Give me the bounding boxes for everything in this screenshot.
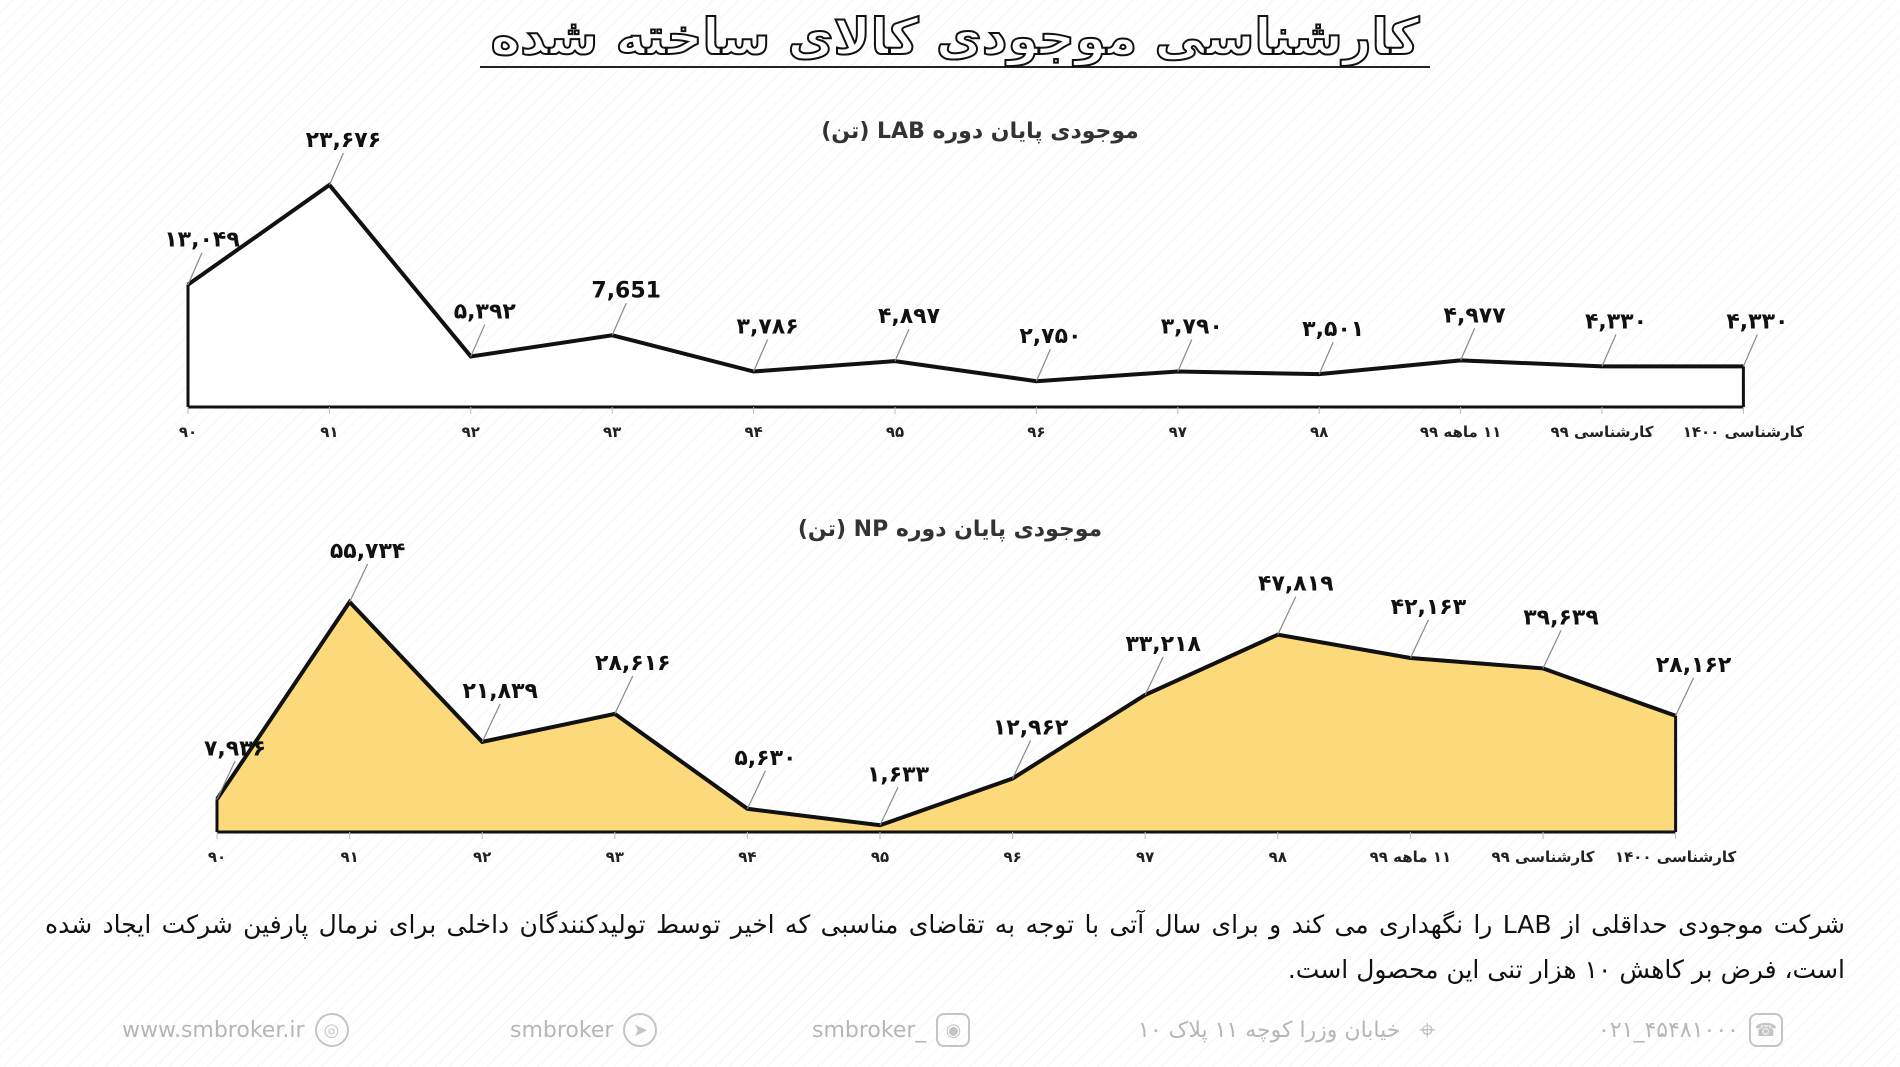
instagram-icon: ◉ <box>936 1013 971 1047</box>
footer-telegram-text: smbroker <box>510 1017 614 1043</box>
x-tick-label: کارشناسی ۹۹ <box>1551 423 1654 441</box>
leader-line <box>1742 334 1758 367</box>
leader-line <box>894 328 910 362</box>
x-tick-label: ۹۸ <box>1310 423 1328 441</box>
x-tick-label: ۹۱ <box>340 848 358 866</box>
x-tick-label: ۹۱ <box>320 423 338 441</box>
footer-website-text: www.smbroker.ir <box>122 1017 305 1043</box>
leader-line <box>746 770 766 810</box>
x-tick-label: ۹۲ <box>473 848 491 866</box>
data-label: ۴۲,۱۶۳ <box>1391 595 1467 620</box>
data-label: ۵,۶۳۰ <box>734 746 796 771</box>
x-tick-label: ۹۸ <box>1269 848 1287 866</box>
x-tick-label: ۹۴ <box>744 423 762 441</box>
footer-telegram[interactable]: smbroker ➤ <box>510 1013 658 1047</box>
lab-inventory-chart: موجودی پایان دوره LAB (تن) ۱۳,۰۴۹ ۹۰ ۲۳,۶۷۶… <box>164 119 1805 441</box>
data-label: ۱۳,۰۴۹ <box>164 228 240 253</box>
x-tick-label: ۱۱ ماهه ۹۹ <box>1370 848 1452 866</box>
x-tick-label: ۹۳ <box>606 848 624 866</box>
footer-instagram-text: smbroker_ <box>812 1017 927 1043</box>
leader-line <box>1601 334 1617 367</box>
x-tick-label: ۹۰ <box>208 848 226 866</box>
data-label: ۵۵,۷۳۴ <box>330 539 406 564</box>
data-label: ۲۸,۱۶۲ <box>1656 653 1732 678</box>
leader-line <box>1460 328 1476 361</box>
telegram-icon: ➤ <box>623 1013 658 1047</box>
x-tick-label: ۹۵ <box>871 848 889 866</box>
data-label: ۱,۶۳۳ <box>867 762 930 787</box>
leader-line <box>216 760 236 800</box>
leader-line <box>349 563 369 603</box>
globe-icon: ◎ <box>314 1013 349 1047</box>
data-label: ۳,۷۸۶ <box>737 315 799 340</box>
leader-line <box>614 675 634 715</box>
leader-line <box>1318 341 1334 375</box>
data-label: ۵,۳۹۲ <box>454 299 517 324</box>
leader-line <box>1144 656 1164 696</box>
series-line <box>186 182 1744 384</box>
leader-line <box>328 152 344 186</box>
x-tick-label: ۹۴ <box>738 848 756 866</box>
footer-phone[interactable]: ۰۲۱_۴۵۴۸۱۰۰۰ ☎ <box>1598 1013 1783 1047</box>
area-fill <box>217 602 1676 832</box>
data-label: ۱۲,۹۶۲ <box>993 716 1069 741</box>
footer-instagram[interactable]: smbroker_ ◉ <box>812 1013 971 1047</box>
footer-address-text: خیابان وزرا کوچه ۱۱ پلاک ۱۰ <box>1138 1017 1401 1043</box>
data-label: ۲۳,۶۷۶ <box>306 128 382 153</box>
chart-title: موجودی پایان دوره NP (تن) <box>798 517 1102 542</box>
x-tick-label: ۹۵ <box>886 423 904 441</box>
data-label: ۳,۷۹۰ <box>1161 314 1223 339</box>
leader-line <box>611 303 627 336</box>
x-tick-label: کارشناسی ۱۴۰۰ <box>1683 423 1805 441</box>
leader-line <box>187 252 203 285</box>
footer: www.smbroker.ir ◎ smbroker ➤ smbroker_ ◉… <box>0 1005 1900 1055</box>
leader-line <box>753 339 769 372</box>
np-inventory-chart: موجودی پایان دوره NP (تن) ۷,۹۳۶ ۹۰ ۵۵,۷۳۴ ۹۱… <box>204 517 1737 866</box>
data-label: ۴,۳۳۰ <box>1726 309 1788 334</box>
data-label: ۲۱,۸۳۹ <box>462 679 538 704</box>
leader-line <box>1177 339 1193 372</box>
data-label: ۴,۸۹۷ <box>878 304 941 329</box>
analysis-paragraph: شرکت موجودی حداقلی از LAB را نگهداری می … <box>45 910 1845 984</box>
data-label: ۳,۵۰۱ <box>1302 317 1364 342</box>
x-tick-label: کارشناسی ۹۹ <box>1492 848 1595 866</box>
leader-line <box>1542 630 1562 669</box>
leader-line <box>481 703 501 743</box>
x-tick-label: ۹۳ <box>603 423 621 441</box>
data-label: ۳۹,۶۳۹ <box>1523 605 1599 630</box>
data-label: ۴,۹۷۷ <box>1444 303 1507 328</box>
leader-line <box>1035 348 1051 382</box>
leader-line <box>1409 619 1429 659</box>
page-title: کارشناسی موجودی کالای ساخته شده <box>490 7 1420 67</box>
x-tick-label: کارشناسی ۱۴۰۰ <box>1615 848 1737 866</box>
data-label: ۴,۳۳۰ <box>1585 309 1647 334</box>
leader-line <box>879 787 899 826</box>
x-tick-label: ۱۱ ماهه ۹۹ <box>1420 423 1502 441</box>
phone-icon: ☎ <box>1748 1013 1783 1047</box>
leader-line <box>1675 677 1695 717</box>
footer-address: ⌖ خیابان وزرا کوچه ۱۱ پلاک ۱۰ <box>1138 1012 1444 1048</box>
location-pin-icon: ⌖ <box>1418 1012 1436 1048</box>
x-tick-label: ۹۷ <box>1136 848 1154 866</box>
series-line <box>215 598 1677 828</box>
data-label: ۲,۷۵۰ <box>1019 324 1081 349</box>
footer-website[interactable]: www.smbroker.ir ◎ <box>122 1013 349 1047</box>
leader-line <box>470 324 486 357</box>
x-tick-label: ۹۲ <box>462 423 480 441</box>
data-label: ۲۸,۶۱۶ <box>595 651 671 676</box>
title-wrap: کارشناسی موجودی کالای ساخته شده <box>480 7 1430 68</box>
data-label: ۷,۹۳۶ <box>204 736 266 761</box>
x-tick-label: ۹۷ <box>1169 423 1187 441</box>
x-tick-label: ۹۰ <box>179 423 197 441</box>
footer-phone-text: ۰۲۱_۴۵۴۸۱۰۰۰ <box>1598 1017 1739 1043</box>
x-tick-label: ۹۶ <box>1027 423 1045 441</box>
data-label: 7,651 <box>591 278 661 303</box>
leader-line <box>1277 596 1297 635</box>
data-label: ۳۳,۲۱۸ <box>1125 632 1201 657</box>
data-label: ۴۷,۸۱۹ <box>1258 572 1334 597</box>
x-tick-label: ۹۶ <box>1003 848 1021 866</box>
area-fill <box>188 185 1744 407</box>
leader-line <box>1012 740 1032 779</box>
chart-title: موجودی پایان دوره LAB (تن) <box>821 119 1139 144</box>
